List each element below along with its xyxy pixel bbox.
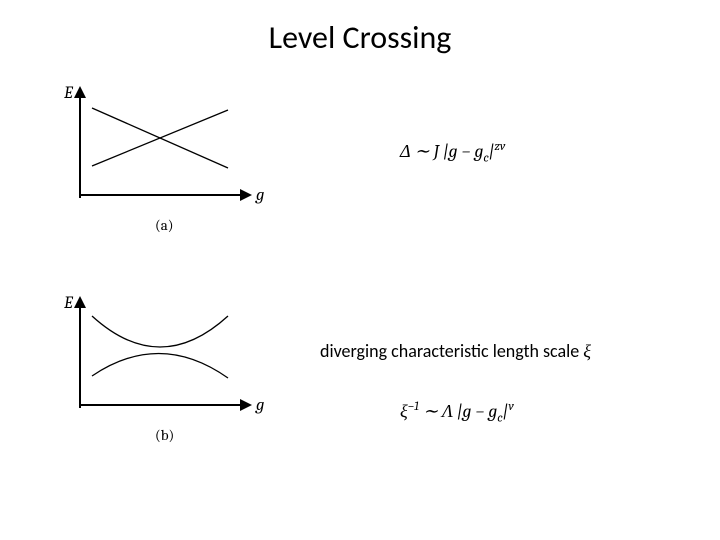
panel-label-a: (a) [155, 216, 174, 234]
plot-a: E g (a) [60, 80, 280, 250]
svg-text:g: g [255, 186, 264, 205]
caption2-xi: ξ [583, 341, 591, 362]
eq3-mid1: ∼ Λ |g − g [419, 401, 497, 422]
equation-delta: Δ ∼ J |g − gc|zv [400, 140, 505, 166]
eq1-sup: zv [494, 140, 505, 154]
plot-b: E g (b) [60, 290, 280, 460]
svg-text:E: E [63, 84, 74, 103]
caption-diverging: diverging characteristic length scale ξ [320, 340, 591, 362]
caption2-text: diverging characteristic length scale [320, 340, 583, 362]
eq3-exp1: −1 [408, 400, 419, 414]
svg-text:g: g [255, 396, 264, 415]
equation-xi: ξ−1 ∼ Λ |g − gc|v [400, 400, 514, 426]
svg-text:E: E [63, 294, 74, 313]
eq3-xi: ξ [400, 401, 408, 422]
page-title: Level Crossing [0, 18, 720, 57]
eq3-exp2: v [508, 400, 513, 414]
eq1-prefix: Δ ∼ J |g − g [400, 141, 483, 162]
panel-label-b: (b) [155, 426, 174, 444]
